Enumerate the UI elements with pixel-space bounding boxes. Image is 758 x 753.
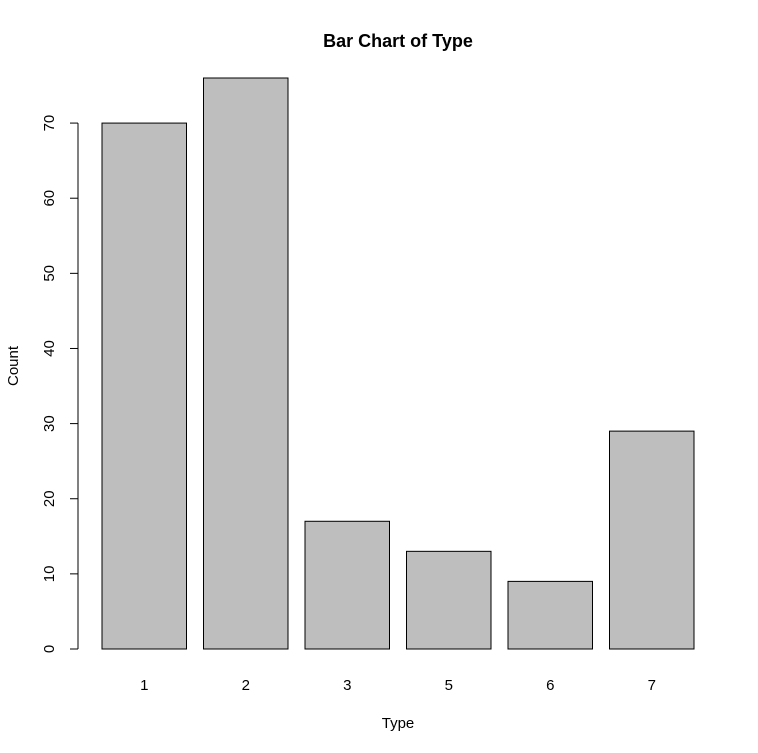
x-tick-label: 3 (343, 677, 351, 694)
y-tick-label: 10 (41, 566, 58, 583)
chart-title: Bar Chart of Type (323, 31, 473, 51)
y-tick-label: 60 (41, 190, 58, 207)
bar-1 (101, 122, 187, 650)
y-tick-label: 40 (41, 340, 58, 357)
bar-3 (304, 520, 390, 650)
y-axis-label: Count (5, 345, 22, 386)
x-tick-label: 2 (242, 677, 250, 694)
x-axis-label: Type (382, 715, 415, 732)
y-axis: 0 10 20 30 40 50 60 70 (41, 115, 79, 653)
bar-6 (507, 580, 593, 650)
y-tick-label: 30 (41, 415, 58, 432)
bar-5 (406, 550, 492, 650)
x-tick-label: 6 (546, 677, 554, 694)
x-axis-tick-labels: 1 2 3 5 6 7 (140, 677, 656, 694)
bars-group (101, 77, 695, 650)
y-tick-label: 20 (41, 490, 58, 507)
x-tick-label: 5 (445, 677, 453, 694)
y-tick-label: 50 (41, 265, 58, 282)
y-tick-label: 70 (41, 115, 58, 132)
y-tick-label: 0 (41, 645, 58, 653)
x-tick-label: 1 (140, 677, 148, 694)
bar-2 (203, 77, 289, 650)
bar-7 (609, 430, 695, 650)
x-tick-label: 7 (648, 677, 656, 694)
